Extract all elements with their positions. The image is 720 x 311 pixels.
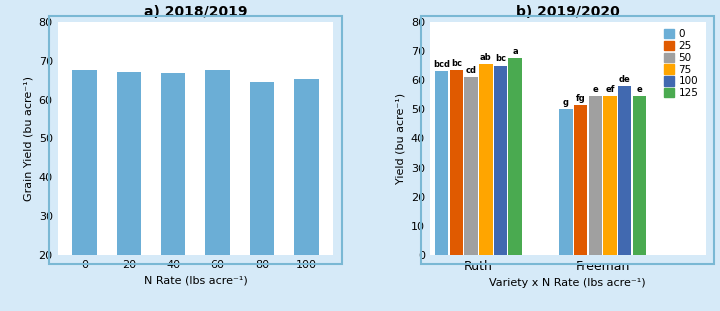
Legend: 0, 25, 50, 75, 100, 125: 0, 25, 50, 75, 100, 125: [662, 27, 701, 100]
Bar: [449, 70, 463, 255]
Text: fg: fg: [576, 94, 585, 103]
Y-axis label: Grain Yield (bu acre⁻¹): Grain Yield (bu acre⁻¹): [23, 76, 33, 201]
Bar: [603, 96, 617, 255]
Bar: [250, 82, 274, 311]
Text: cd: cd: [466, 66, 477, 75]
Bar: [494, 66, 507, 255]
Bar: [464, 77, 478, 255]
Bar: [574, 105, 588, 255]
Bar: [294, 79, 319, 311]
Bar: [435, 71, 449, 255]
X-axis label: Variety x N Rate (lbs acre⁻¹): Variety x N Rate (lbs acre⁻¹): [490, 278, 646, 288]
Bar: [117, 72, 141, 311]
Bar: [479, 64, 492, 255]
Text: ab: ab: [480, 53, 492, 62]
Text: de: de: [618, 75, 631, 84]
Text: a: a: [513, 47, 518, 56]
Text: bc: bc: [451, 58, 462, 67]
Bar: [205, 70, 230, 311]
Text: e: e: [636, 85, 642, 94]
Bar: [161, 73, 186, 311]
Bar: [508, 58, 522, 255]
Bar: [588, 96, 602, 255]
Y-axis label: Yield (bu acre⁻¹): Yield (bu acre⁻¹): [395, 93, 405, 184]
Bar: [72, 70, 96, 311]
Text: ef: ef: [606, 85, 615, 94]
Text: g: g: [563, 98, 569, 107]
Text: bc: bc: [495, 54, 506, 63]
Bar: [559, 109, 572, 255]
Title: a) 2018/2019: a) 2018/2019: [144, 5, 247, 19]
Title: b) 2019/2020: b) 2019/2020: [516, 5, 620, 19]
X-axis label: N Rate (lbs acre⁻¹): N Rate (lbs acre⁻¹): [143, 276, 248, 285]
Bar: [633, 96, 646, 255]
Bar: [618, 86, 631, 255]
Text: e: e: [593, 85, 598, 94]
Text: bcd: bcd: [433, 60, 450, 69]
